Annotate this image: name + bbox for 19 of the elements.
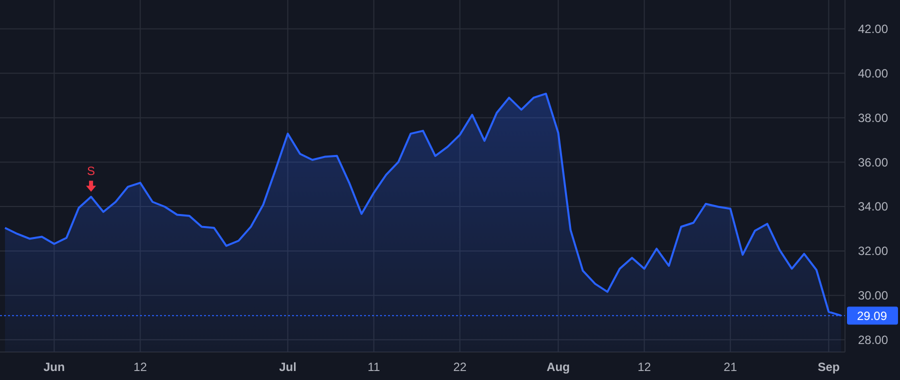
x-tick-label: Jun [44,360,65,374]
x-tick-label: 22 [453,360,467,374]
x-tick-label: 11 [368,360,380,374]
x-tick-label: 21 [724,360,738,374]
y-tick-label: 36.00 [858,155,888,170]
annotation: S [87,164,96,178]
y-tick-label: 42.00 [858,22,888,36]
x-tick-label: Jul [279,360,296,374]
y-tick-label: 34.00 [858,200,888,214]
y-tick-label: 30.00 [858,288,888,303]
y-tick-label: 28.00 [858,332,888,347]
x-tick-label: Sep [818,360,840,374]
y-tick-label: 32.00 [858,244,888,258]
x-tick-label: 12 [638,360,652,374]
x-tick-label: 12 [134,360,148,374]
x-tick-label: Aug [546,360,570,374]
y-tick-label: 40.00 [858,66,888,80]
ref-line-label: 29.09 [856,308,888,323]
y-tick-label: 38.00 [858,110,888,125]
